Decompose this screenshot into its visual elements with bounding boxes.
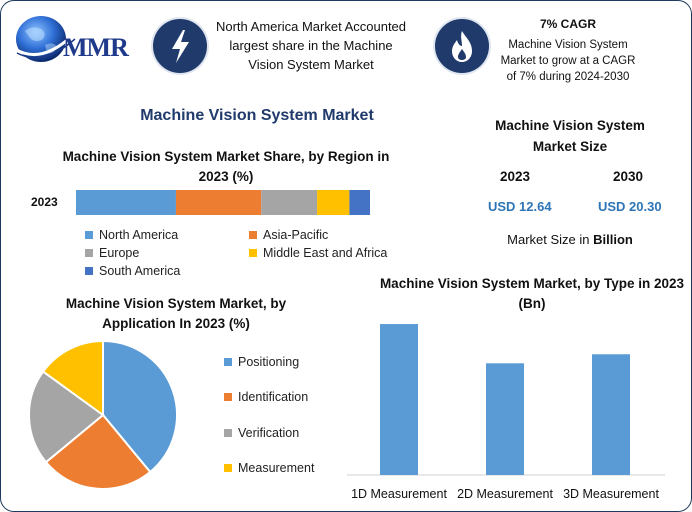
legend-swatch (224, 393, 232, 401)
region-segment-1 (175, 190, 262, 215)
x-tick-1d: 1D Measurement (351, 487, 447, 501)
legend-swatch (224, 464, 232, 472)
application-pie (28, 339, 178, 490)
market-size-title: Machine Vision System Market Size (495, 118, 645, 154)
legend-label: Middle East and Africa (263, 246, 388, 260)
region-segment-4 (349, 190, 370, 215)
legend-verification: Verification (224, 426, 299, 440)
cagr-title: 7% CAGR (539, 17, 596, 31)
market-size-unit: Market Size in Billion (495, 232, 645, 247)
legend-identification: Identification (224, 390, 308, 404)
legend-swatch (85, 231, 93, 239)
pie-slice-2 (28, 370, 105, 464)
size-year-2030: 2030 (613, 169, 644, 184)
unit-bold: Billion (593, 232, 633, 247)
type-chart-title: Machine Vision System Market, by Type in… (379, 276, 685, 311)
legend-label: Measurement (238, 461, 315, 475)
type-bar-chart (380, 324, 630, 475)
legend-europe: Europe (85, 246, 139, 260)
region-chart-title: Machine Vision System Market Share, by R… (62, 149, 390, 184)
legend-label: Positioning (238, 355, 300, 369)
legend-middle-east-africa: Middle East and Africa (249, 246, 387, 260)
region-segment-2 (261, 190, 318, 215)
region-segment-0 (76, 190, 176, 215)
lightning-badge (153, 19, 207, 73)
main-title: Machine Vision System Market (140, 107, 374, 124)
legend-swatch (224, 429, 232, 437)
lightning-icon (172, 30, 189, 63)
legend-label: Asia-Pacific (263, 228, 329, 242)
pie-slice-0 (102, 339, 178, 474)
type-bar-0 (380, 324, 418, 475)
legend-swatch (249, 231, 257, 239)
flame-icon (452, 31, 472, 62)
unit-prefix: Market Size in (507, 232, 594, 247)
legend-south-america: South America (85, 264, 180, 278)
legend-measurement: Measurement (224, 461, 314, 475)
region-stacked-bar (76, 190, 370, 215)
region-segment-3 (317, 190, 350, 215)
legend-north-america: North America (85, 228, 178, 242)
x-tick-3d: 3D Measurement (563, 487, 659, 501)
flame-badge (435, 19, 489, 73)
type-bar-1 (486, 363, 524, 475)
cagr-note: Machine Vision System Market to grow at … (500, 39, 636, 83)
legend-label: Identification (238, 390, 309, 404)
x-tick-2d: 2D Measurement (457, 487, 553, 501)
pie-slice-3 (41, 339, 104, 417)
size-year-2023: 2023 (500, 169, 531, 184)
globe-icon (14, 16, 76, 62)
mmr-logo: MMR (9, 9, 145, 69)
pie-slice-1 (44, 413, 152, 490)
region-category-label: 2023 (31, 195, 58, 209)
legend-asia-pacific: Asia-Pacific (249, 228, 328, 242)
size-value-2030: USD 20.30 (598, 199, 662, 214)
legend-swatch (249, 249, 257, 257)
legend-positioning: Positioning (224, 355, 299, 369)
legend-swatch (85, 267, 93, 275)
region-note: North America Market Accounted largest s… (215, 19, 407, 72)
legend-label: South America (99, 264, 181, 278)
application-chart-title: Machine Vision System Market, by Applica… (65, 296, 287, 331)
size-value-2023: USD 12.64 (488, 199, 552, 214)
type-bar-2 (592, 354, 630, 475)
legend-swatch (85, 249, 93, 257)
legend-label: Verification (238, 426, 300, 440)
legend-label: Europe (99, 246, 140, 260)
legend-label: North America (99, 228, 179, 242)
legend-swatch (224, 358, 232, 366)
logo-text: MMR (63, 33, 129, 62)
